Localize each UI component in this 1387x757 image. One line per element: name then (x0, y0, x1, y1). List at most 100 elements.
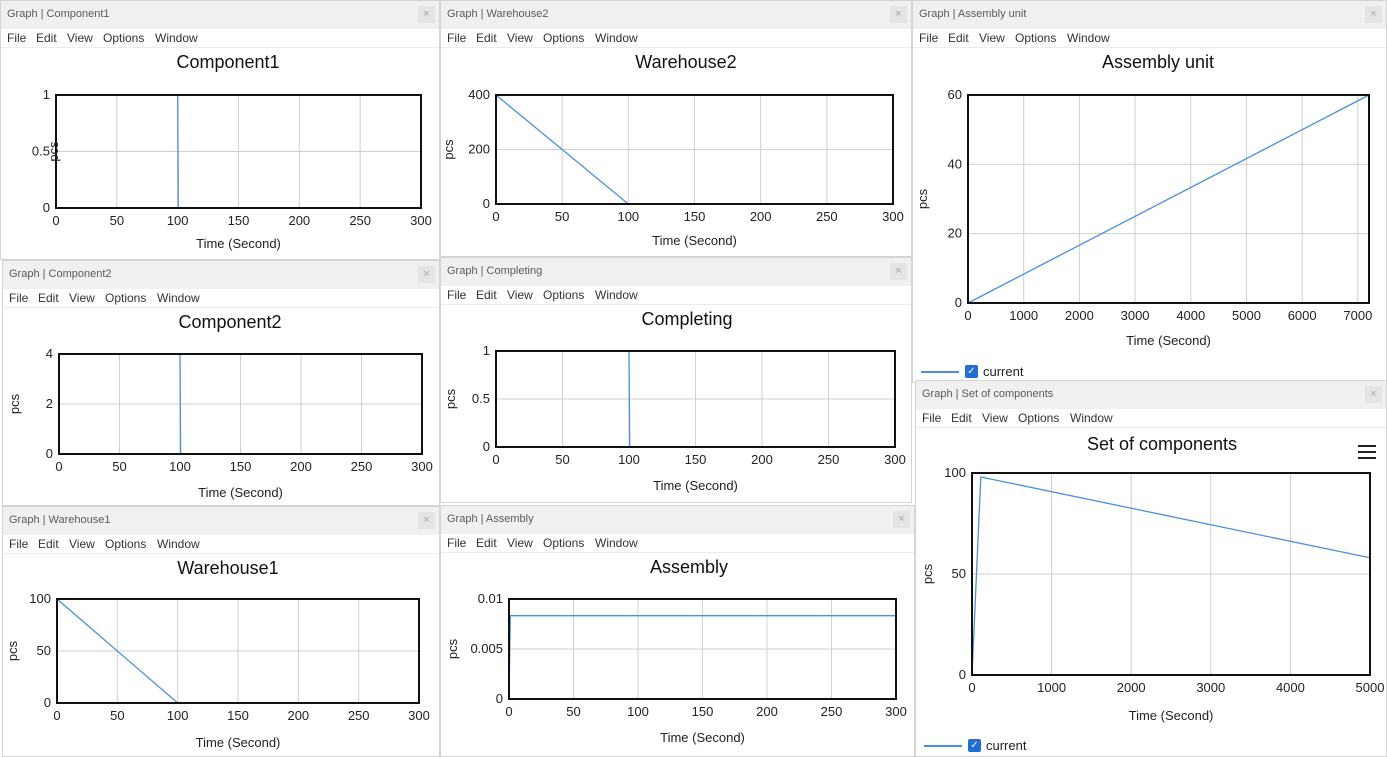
menu-options[interactable]: Options (103, 31, 145, 45)
menu-options[interactable]: Options (105, 291, 147, 305)
menu-edit[interactable]: Edit (951, 411, 972, 425)
menu-window[interactable]: Window (1067, 31, 1110, 45)
menu-window[interactable]: Window (157, 537, 200, 551)
x-tick-label: 50 (566, 704, 580, 719)
graph-window-assembly-unit[interactable]: Graph | Assembly unit × File Edit View O… (912, 0, 1387, 383)
x-tick-label: 100 (627, 704, 649, 719)
y-tick-label: 50 (37, 643, 51, 658)
y-axis-label: pcs (915, 188, 930, 209)
menu-options[interactable]: Options (1015, 31, 1057, 45)
chart-menu-icon[interactable] (1358, 445, 1376, 459)
menu-window[interactable]: Window (595, 288, 638, 302)
x-tick-label: 250 (818, 452, 840, 467)
series-line (971, 476, 1371, 676)
menu-view[interactable]: View (69, 537, 95, 551)
menu-file[interactable]: File (9, 537, 29, 551)
menu-edit[interactable]: Edit (38, 537, 59, 551)
menu-view[interactable]: View (507, 288, 533, 302)
menu-edit[interactable]: Edit (476, 288, 497, 302)
window-titlebar[interactable]: Graph | Component2 × (3, 261, 439, 289)
plot-frame (495, 350, 896, 448)
x-tick-label: 100 (618, 452, 640, 467)
window-title: Graph | Assembly unit (919, 8, 1027, 20)
menu-window[interactable]: Window (595, 536, 638, 550)
y-tick-label: 0 (483, 196, 490, 211)
x-tick-label: 300 (882, 209, 904, 224)
menu-view[interactable]: View (69, 291, 95, 305)
plot-frame (495, 94, 894, 205)
chart-title: Warehouse2 (635, 52, 736, 72)
x-tick-label: 150 (228, 213, 250, 228)
menu-edit[interactable]: Edit (36, 31, 57, 45)
close-icon[interactable]: × (418, 6, 435, 23)
menu-options[interactable]: Options (1018, 411, 1060, 425)
x-tick-label: 200 (290, 459, 312, 474)
window-titlebar[interactable]: Graph | Completing × (441, 258, 911, 286)
graph-window-completing[interactable]: Graph | Completing × File Edit View Opti… (440, 257, 912, 503)
menu-view[interactable]: View (507, 31, 533, 45)
window-titlebar[interactable]: Graph | Assembly × (441, 506, 914, 534)
menu-file[interactable]: File (919, 31, 939, 45)
x-tick-label: 4000 (1276, 680, 1305, 695)
graph-window-warehouse1[interactable]: Graph | Warehouse1 × File Edit View Opti… (2, 506, 440, 757)
x-tick-label: 0 (505, 704, 512, 719)
x-tick-label: 1000 (1009, 308, 1038, 323)
menu-bar: File Edit View Options Window (1, 29, 439, 48)
line-chart: 0 50 100 150 200 250 300 0 0.005 0.01 Assembly Time… (445, 557, 907, 745)
y-tick-label: 100 (944, 465, 966, 480)
menu-edit[interactable]: Edit (476, 536, 497, 550)
menu-edit[interactable]: Edit (476, 31, 497, 45)
menu-options[interactable]: Options (543, 31, 585, 45)
menu-edit[interactable]: Edit (948, 31, 969, 45)
menu-file[interactable]: File (9, 291, 29, 305)
window-titlebar[interactable]: Graph | Set of components × (916, 381, 1386, 409)
y-tick-label: 0.005 (470, 641, 503, 656)
close-icon[interactable]: × (418, 512, 435, 529)
menu-file[interactable]: File (447, 536, 467, 550)
close-icon[interactable]: × (418, 266, 435, 283)
x-tick-label: 150 (692, 704, 714, 719)
menu-view[interactable]: View (979, 31, 1005, 45)
plot-frame (56, 598, 420, 704)
window-title: Graph | Completing (447, 265, 543, 277)
line-chart: 0 50 100 150 200 250 300 0 200 400 Warehouse2 Time … (441, 52, 904, 248)
x-tick-label: 250 (816, 209, 838, 224)
menu-options[interactable]: Options (105, 537, 147, 551)
graph-window-warehouse2[interactable]: Graph | Warehouse2 × File Edit View Opti… (440, 0, 912, 257)
close-icon[interactable]: × (1365, 386, 1382, 403)
menu-window[interactable]: Window (1070, 411, 1113, 425)
menu-options[interactable]: Options (543, 536, 585, 550)
menu-view[interactable]: View (67, 31, 93, 45)
close-icon[interactable]: × (890, 263, 907, 280)
menu-file[interactable]: File (7, 31, 27, 45)
x-tick-label: 0 (968, 680, 975, 695)
graph-window-set-of-components[interactable]: Graph | Set of components × File Edit Vi… (915, 380, 1387, 757)
window-titlebar[interactable]: Graph | Warehouse1 × (3, 507, 439, 535)
graph-window-assembly[interactable]: Graph | Assembly × File Edit View Option… (440, 505, 915, 757)
x-tick-label: 3000 (1196, 680, 1225, 695)
menu-view[interactable]: View (982, 411, 1008, 425)
window-titlebar[interactable]: Graph | Assembly unit × (913, 1, 1386, 29)
graph-window-component2[interactable]: Graph | Component2 × File Edit View Opti… (2, 260, 440, 506)
checkbox-checked-icon[interactable]: ✓ (968, 739, 981, 752)
menu-options[interactable]: Options (543, 288, 585, 302)
x-axis-label: Time (Second) (198, 485, 283, 500)
menu-window[interactable]: Window (157, 291, 200, 305)
menu-view[interactable]: View (507, 536, 533, 550)
x-tick-label: 300 (884, 452, 906, 467)
checkbox-checked-icon[interactable]: ✓ (965, 365, 978, 378)
menu-file[interactable]: File (922, 411, 942, 425)
window-titlebar[interactable]: Graph | Component1 × (1, 1, 439, 29)
close-icon[interactable]: × (1365, 6, 1382, 23)
close-icon[interactable]: × (893, 511, 910, 528)
x-tick-label: 100 (617, 209, 639, 224)
x-tick-label: 150 (684, 209, 706, 224)
menu-file[interactable]: File (447, 31, 467, 45)
menu-edit[interactable]: Edit (38, 291, 59, 305)
window-titlebar[interactable]: Graph | Warehouse2 × (441, 1, 911, 29)
menu-window[interactable]: Window (155, 31, 198, 45)
graph-window-component1[interactable]: Graph | Component1 × File Edit View Opti… (0, 0, 440, 260)
close-icon[interactable]: × (890, 6, 907, 23)
menu-window[interactable]: Window (595, 31, 638, 45)
menu-file[interactable]: File (447, 288, 467, 302)
